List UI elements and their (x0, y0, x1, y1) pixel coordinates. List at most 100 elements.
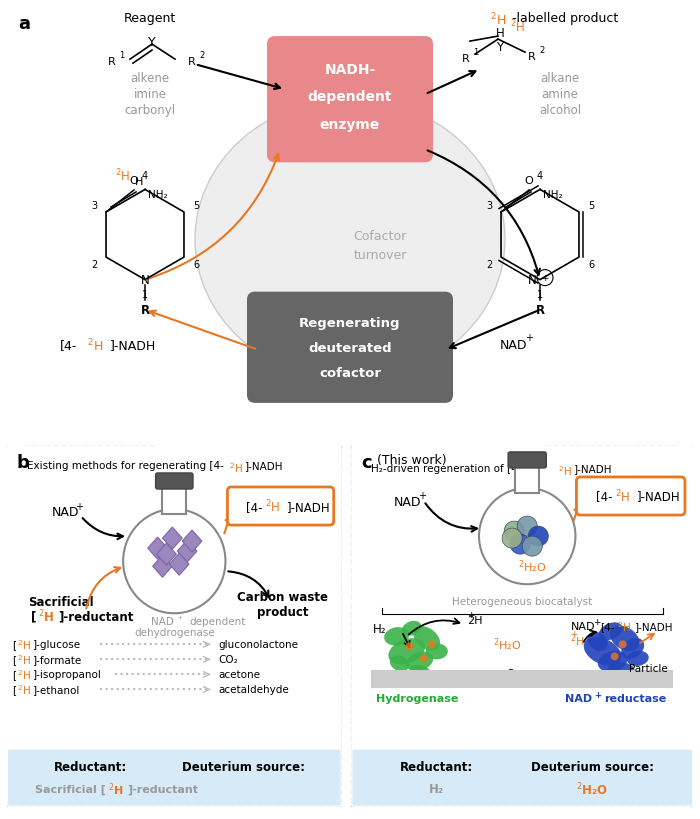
Text: Reagent: Reagent (124, 12, 176, 25)
Text: $^2$H: $^2$H (490, 12, 506, 29)
Text: CO₂: CO₂ (218, 654, 238, 664)
Text: $^2$H₂O: $^2$H₂O (577, 781, 608, 797)
Text: $^2$H: $^2$H (617, 620, 631, 633)
Text: $^2$H: $^2$H (17, 638, 31, 651)
Text: NH₂: NH₂ (148, 190, 168, 200)
Ellipse shape (426, 644, 448, 659)
Text: R: R (141, 304, 150, 317)
Text: H₂: H₂ (373, 622, 386, 635)
Text: Hydrogenase: Hydrogenase (375, 694, 458, 704)
Text: R: R (108, 57, 116, 67)
Text: ]-formate: ]-formate (33, 654, 82, 664)
Text: carbonyl: carbonyl (125, 104, 176, 116)
Ellipse shape (607, 663, 635, 681)
Circle shape (517, 517, 538, 536)
Text: Sacrificial [: Sacrificial [ (35, 784, 106, 794)
Text: cofactor: cofactor (319, 367, 381, 380)
Text: $^2$H: $^2$H (559, 464, 572, 477)
Text: ]-reductant: ]-reductant (58, 610, 134, 623)
Text: 2e⁻: 2e⁻ (508, 668, 527, 679)
Text: NAD: NAD (393, 495, 421, 508)
Text: 6: 6 (193, 260, 199, 269)
Text: [4-: [4- (596, 490, 612, 503)
Text: alcohol: alcohol (539, 104, 581, 116)
Polygon shape (162, 527, 182, 550)
Text: 5: 5 (588, 201, 594, 210)
Text: ]-NADH: ]-NADH (245, 460, 284, 470)
Ellipse shape (587, 632, 608, 651)
Text: 1: 1 (537, 289, 543, 299)
Text: (This work): (This work) (377, 454, 446, 466)
Text: +: + (570, 629, 578, 638)
FancyBboxPatch shape (352, 749, 692, 806)
Ellipse shape (390, 656, 410, 672)
Polygon shape (148, 537, 167, 559)
Ellipse shape (402, 621, 421, 636)
Text: NADH-: NADH- (324, 63, 376, 77)
Text: NAD: NAD (51, 505, 79, 518)
Circle shape (479, 488, 575, 585)
Text: Sacrificial: Sacrificial (28, 595, 94, 608)
Polygon shape (177, 541, 197, 563)
FancyBboxPatch shape (515, 465, 539, 493)
Text: 1: 1 (142, 289, 148, 299)
Circle shape (420, 654, 428, 663)
FancyBboxPatch shape (228, 487, 334, 526)
Polygon shape (182, 531, 202, 553)
Text: Deuterium source:: Deuterium source: (531, 760, 654, 773)
FancyBboxPatch shape (155, 473, 193, 490)
FancyBboxPatch shape (267, 37, 433, 163)
Text: alkane: alkane (540, 71, 580, 84)
Circle shape (123, 509, 225, 613)
Text: alkene: alkene (130, 71, 169, 84)
Text: Existing methods for regenerating [4-: Existing methods for regenerating [4- (27, 460, 223, 470)
Text: dependent: dependent (189, 617, 246, 627)
Text: Carbon waste: Carbon waste (237, 590, 328, 603)
Text: ]-glucose: ]-glucose (33, 640, 81, 649)
Text: $^2$H₂O: $^2$H₂O (493, 636, 522, 652)
Text: $^2$H: $^2$H (615, 488, 630, 505)
Text: NAD: NAD (566, 694, 592, 704)
Text: 5: 5 (193, 201, 199, 210)
Text: Reductant:: Reductant: (400, 760, 473, 773)
Text: acetone: acetone (218, 670, 260, 680)
Text: dehydrogenase: dehydrogenase (134, 627, 215, 637)
Ellipse shape (389, 638, 425, 665)
Circle shape (528, 527, 548, 546)
Text: $^2$H: $^2$H (38, 609, 55, 625)
Text: [: [ (12, 685, 16, 695)
Text: $^2$H: $^2$H (116, 168, 131, 184)
Text: +: + (418, 491, 426, 500)
Text: 2: 2 (486, 260, 492, 269)
Text: deuterated: deuterated (308, 342, 392, 355)
FancyBboxPatch shape (6, 446, 342, 808)
Text: +: + (594, 617, 601, 626)
Text: +: + (594, 690, 601, 699)
Text: [: [ (12, 670, 16, 680)
Text: Y: Y (496, 41, 503, 53)
Text: ]-NADH: ]-NADH (637, 490, 680, 503)
Text: R: R (188, 57, 196, 67)
Circle shape (502, 528, 522, 549)
Ellipse shape (384, 627, 409, 645)
Text: [: [ (31, 610, 36, 623)
Ellipse shape (622, 638, 644, 659)
Text: H: H (522, 452, 532, 465)
Text: R: R (536, 304, 545, 317)
Text: $^2$H: $^2$H (265, 498, 280, 514)
Text: H₂: H₂ (429, 782, 444, 795)
Text: ]-NADH: ]-NADH (575, 464, 613, 473)
Text: NAD: NAD (151, 617, 174, 627)
Text: $^2$H: $^2$H (87, 337, 103, 354)
Text: $^2$H: $^2$H (17, 683, 31, 696)
Text: $^2$H: $^2$H (510, 19, 526, 35)
Circle shape (406, 643, 414, 650)
Text: dependent: dependent (308, 90, 392, 104)
Ellipse shape (626, 651, 649, 666)
Text: 3: 3 (486, 201, 492, 210)
Text: Regenerating: Regenerating (300, 317, 400, 330)
Text: $^2$H₂O: $^2$H₂O (518, 559, 547, 575)
Text: [4-: [4- (601, 622, 615, 631)
Text: [: [ (12, 654, 16, 664)
FancyBboxPatch shape (8, 749, 341, 806)
